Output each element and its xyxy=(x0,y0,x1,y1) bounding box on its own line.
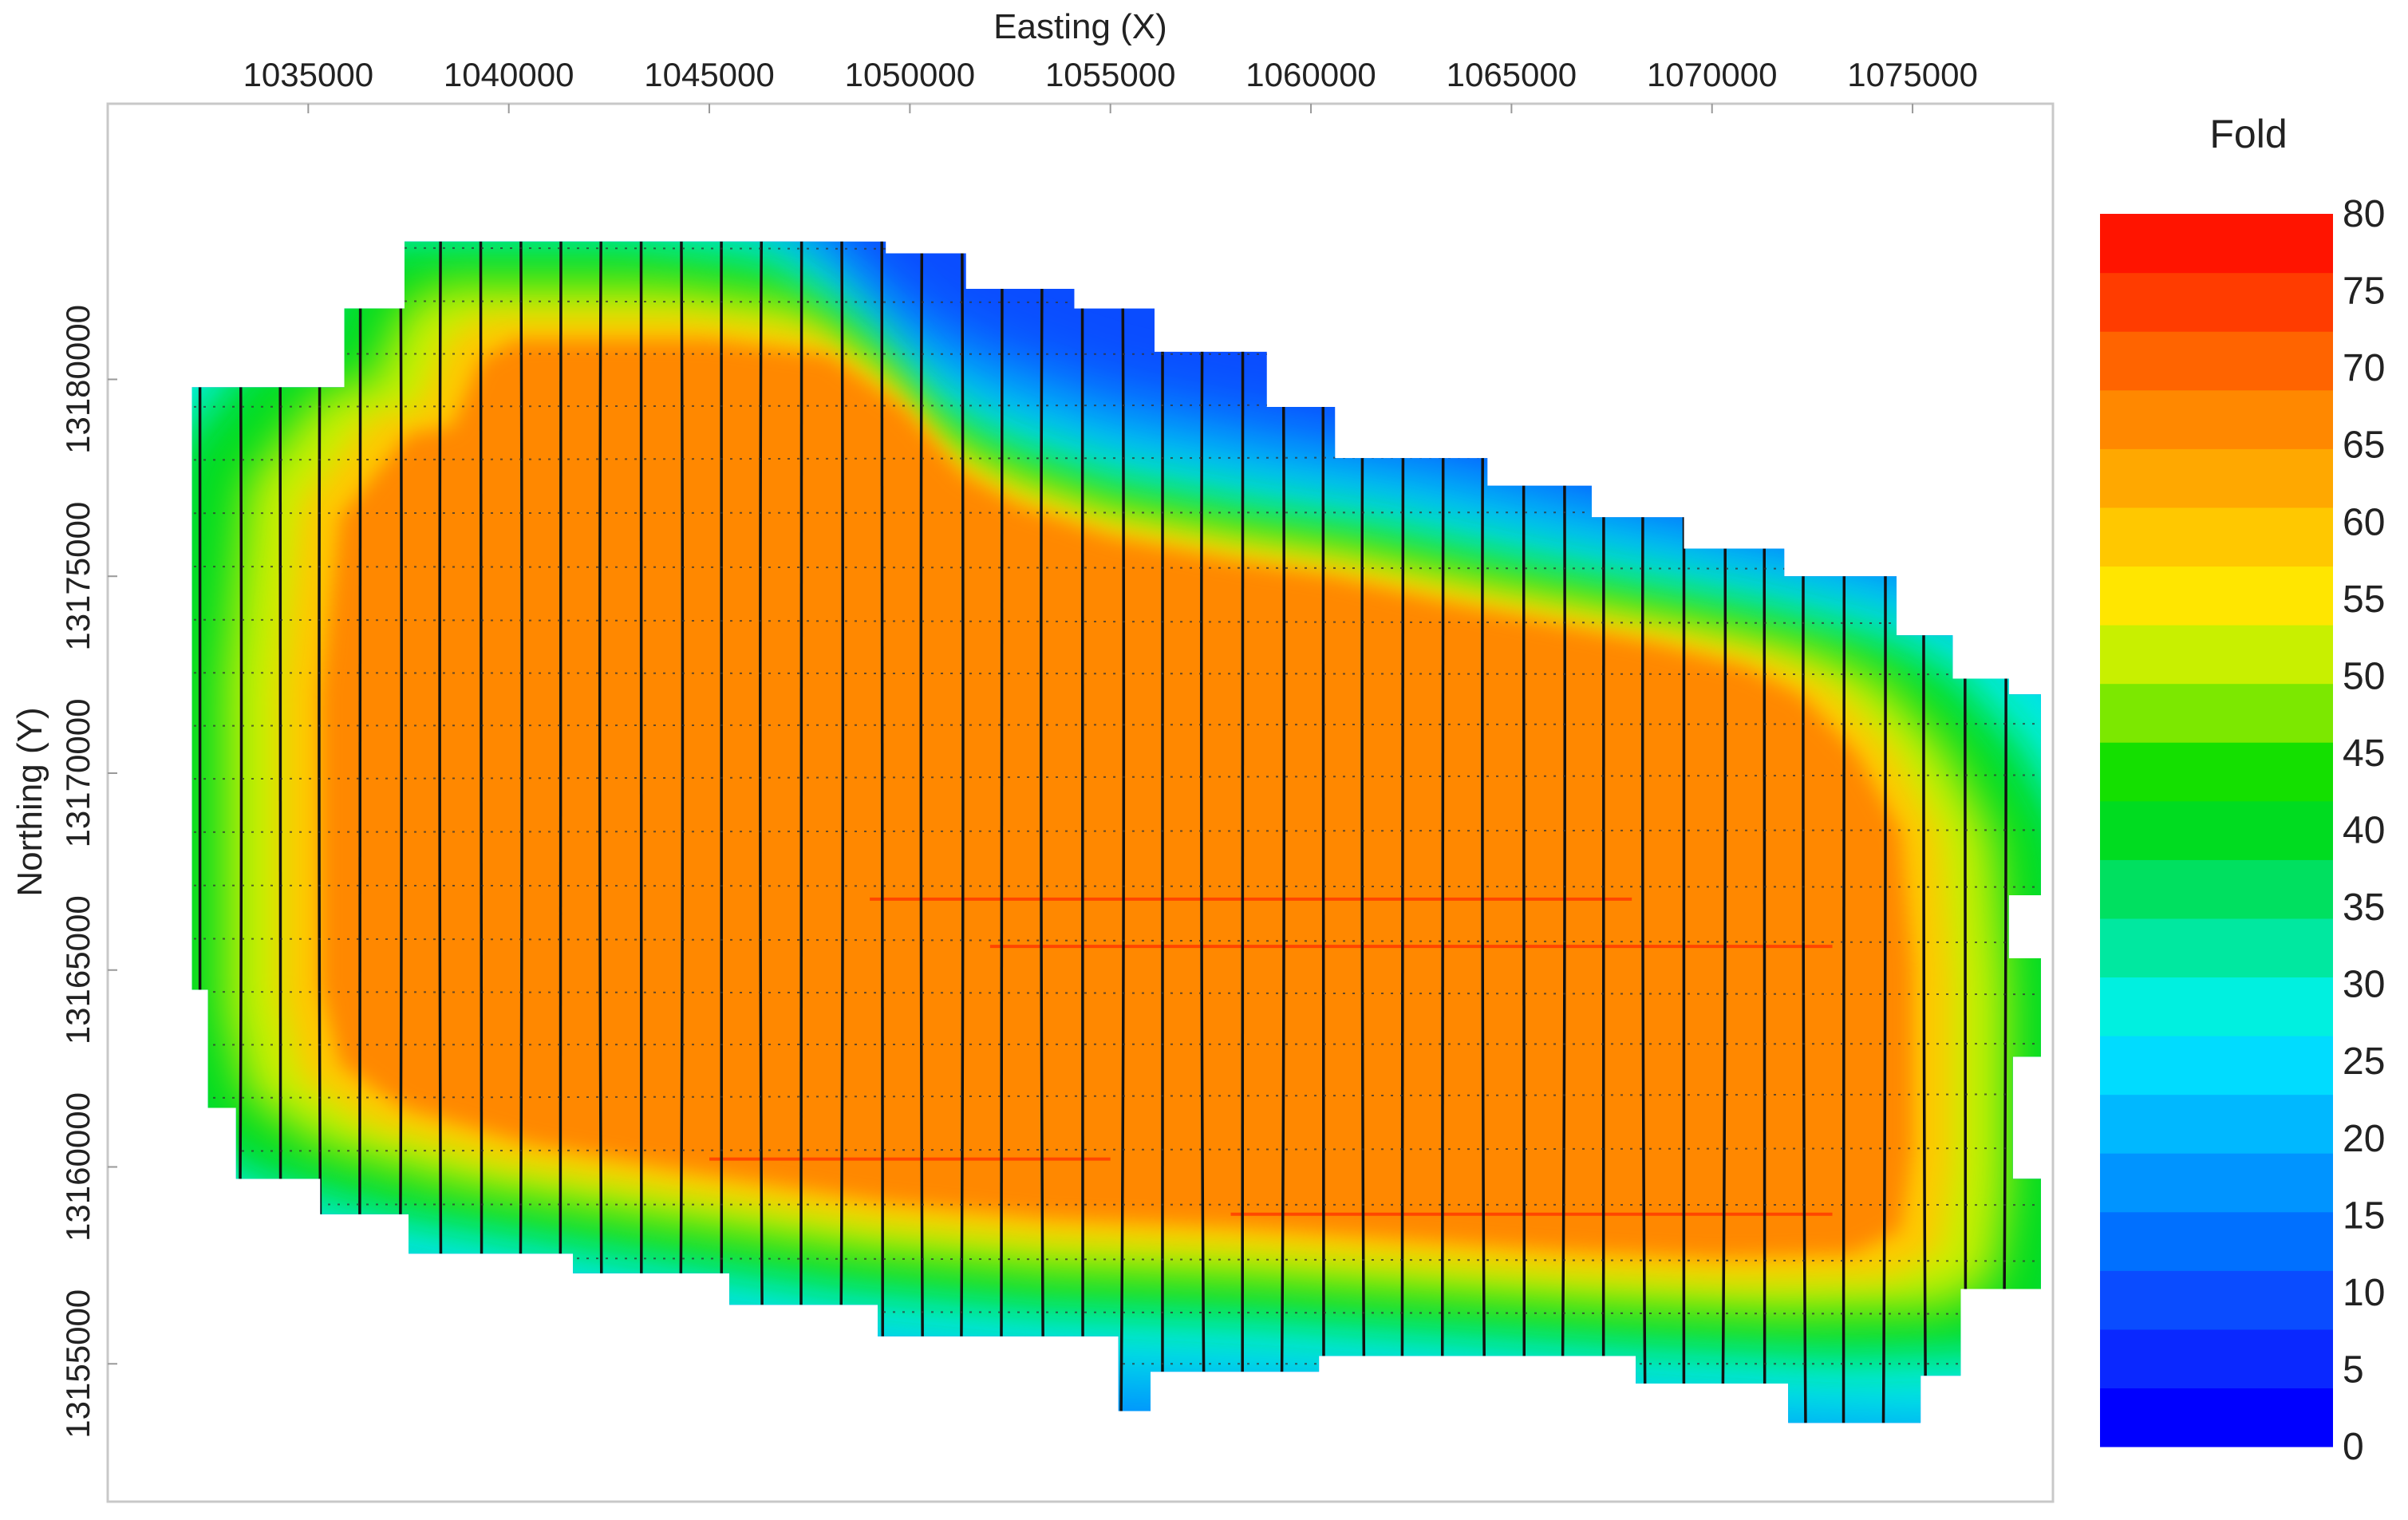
x-tick-label: 1035000 xyxy=(243,56,374,93)
colorbar-swatch xyxy=(2100,331,2333,390)
fold-colorbar xyxy=(2100,214,2333,1447)
receiver-line xyxy=(881,222,882,1443)
colorbar-swatch xyxy=(2100,1388,2333,1447)
colorbar-swatch xyxy=(2100,742,2333,801)
colorbar-tick-label: 75 xyxy=(2343,270,2385,313)
colorbar-tick-label: 70 xyxy=(2343,347,2385,389)
x-tick-label: 1045000 xyxy=(644,56,775,93)
x-tick-label: 1050000 xyxy=(845,56,976,93)
x-tick-label: 1070000 xyxy=(1647,56,1778,93)
y-tick-label: 13180000 xyxy=(59,305,97,454)
colorbar-tick-label: 30 xyxy=(2343,964,2385,1006)
colorbar-swatch xyxy=(2100,977,2333,1036)
colorbar-swatch xyxy=(2100,1212,2333,1271)
x-axis-label: Easting (X) xyxy=(993,7,1167,46)
colorbar-swatch xyxy=(2100,448,2333,507)
colorbar-swatch xyxy=(2100,1329,2333,1388)
y-tick-label: 13165000 xyxy=(59,895,97,1044)
colorbar-title: Fold xyxy=(2209,112,2287,156)
colorbar-tick-label: 80 xyxy=(2343,193,2385,235)
colorbar-swatch xyxy=(2100,918,2333,977)
colorbar-tick-label: 35 xyxy=(2343,886,2385,929)
x-tick-label: 1040000 xyxy=(444,56,574,93)
colorbar-swatch xyxy=(2100,390,2333,449)
y-tick-label: 13160000 xyxy=(59,1092,97,1242)
receiver-line xyxy=(801,222,802,1443)
colorbar-tick-label: 25 xyxy=(2343,1040,2385,1083)
colorbar-swatch xyxy=(2100,1036,2333,1095)
colorbar-tick-label: 60 xyxy=(2343,501,2385,543)
colorbar-swatch xyxy=(2100,684,2333,743)
colorbar-swatch xyxy=(2100,625,2333,684)
colorbar-swatch xyxy=(2100,859,2333,918)
colorbar-tick-label: 65 xyxy=(2343,424,2385,467)
colorbar-swatch xyxy=(2100,566,2333,625)
colorbar-tick-label: 45 xyxy=(2343,732,2385,775)
colorbar-swatch xyxy=(2100,1095,2333,1154)
colorbar-tick-label: 0 xyxy=(2343,1426,2364,1468)
colorbar-swatch xyxy=(2100,1153,2333,1212)
colorbar-swatch xyxy=(2100,273,2333,332)
colorbar-tick-label: 5 xyxy=(2343,1348,2364,1391)
receiver-line xyxy=(1001,222,1003,1443)
colorbar-tick-label: 10 xyxy=(2343,1272,2385,1314)
colorbar-swatch xyxy=(2100,214,2333,273)
colorbar-ticks: 0 5 10 15 20 25 30 35 40 45 50 55 60 65 70 75 80 xyxy=(2343,193,2385,1468)
colorbar-swatch xyxy=(2100,1270,2333,1329)
colorbar-tick-label: 20 xyxy=(2343,1118,2385,1160)
receiver-line xyxy=(1242,222,1243,1443)
x-tick-label: 1075000 xyxy=(1847,56,1978,93)
colorbar-tick-label: 40 xyxy=(2343,810,2385,852)
x-tick-label: 1060000 xyxy=(1245,56,1376,93)
x-tick-label: 1055000 xyxy=(1045,56,1176,93)
y-tick-label: 13170000 xyxy=(59,699,97,848)
colorbar-swatch xyxy=(2100,801,2333,860)
x-tick-label: 1065000 xyxy=(1447,56,1577,93)
receiver-line xyxy=(1082,222,1083,1443)
colorbar-tick-label: 15 xyxy=(2343,1194,2385,1237)
colorbar-tick-label: 55 xyxy=(2343,578,2385,621)
colorbar-swatch xyxy=(2100,507,2333,567)
y-tick-label: 13175000 xyxy=(59,502,97,651)
colorbar-tick-label: 50 xyxy=(2343,655,2385,697)
y-tick-label: 13155000 xyxy=(59,1289,97,1439)
y-axis-label: Northing (Y) xyxy=(10,707,49,896)
